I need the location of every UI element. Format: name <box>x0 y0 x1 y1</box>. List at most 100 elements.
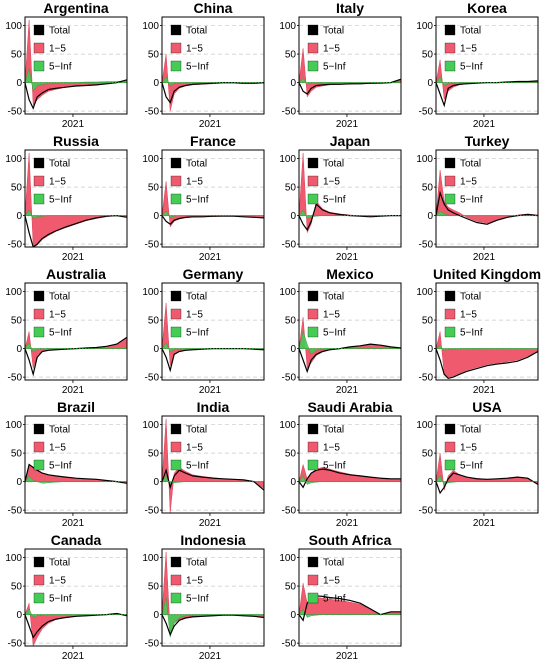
panel-india: India -50 0 50 100 2021 Total 1−5 5−Inf <box>137 399 274 532</box>
x-tick-label: 2021 <box>62 518 85 529</box>
panel-title: Japan <box>330 133 370 149</box>
y-tick-label: 50 <box>11 449 23 460</box>
legend-swatch <box>170 592 182 604</box>
y-tick-label: -50 <box>145 639 160 650</box>
legend-label: 5−Inf <box>460 328 483 339</box>
legend-label: 5−Inf <box>49 195 72 206</box>
legend-label: 1−5 <box>323 310 340 321</box>
legend-label: 5−Inf <box>186 62 209 73</box>
plot-area <box>436 453 538 495</box>
legend-swatch <box>33 24 45 36</box>
plot-frame <box>161 282 265 381</box>
plot-area <box>25 331 127 377</box>
y-tick-label: 50 <box>285 449 297 460</box>
y-tick-label: 0 <box>153 78 159 89</box>
legend-swatch <box>444 60 456 72</box>
panel-svg: India -50 0 50 100 2021 Total 1−5 5−Inf <box>142 399 265 529</box>
legend-label: 5−Inf <box>323 328 346 339</box>
plot-area <box>299 317 401 374</box>
y-tick-label: 100 <box>5 154 22 165</box>
x-tick-label: 2021 <box>62 385 85 396</box>
legend-swatch <box>33 290 45 302</box>
panel-japan: Japan -50 0 50 100 2021 Total 1−5 5−Inf <box>274 133 411 266</box>
y-tick-label: -50 <box>419 107 434 118</box>
panel-germany: Germany -50 0 50 100 2021 Total 1−5 5−Inf <box>137 266 274 399</box>
panel-title: Argentina <box>43 0 109 16</box>
legend-swatch <box>170 175 182 187</box>
y-tick-label: 50 <box>148 449 160 460</box>
y-tick-label: -50 <box>145 506 160 517</box>
legend-swatch <box>170 574 182 586</box>
x-tick-label: 2021 <box>199 252 222 263</box>
legend-swatch <box>170 290 182 302</box>
panel-russia: Russia -50 0 50 100 2021 Total 1−5 5−Inf <box>0 133 137 266</box>
y-tick-label: 50 <box>422 50 434 61</box>
y-tick-label: 100 <box>279 287 296 298</box>
panel-italy: Italy -50 0 50 100 2021 Total 1−5 5−Inf <box>274 0 411 133</box>
legend-label: 1−5 <box>186 177 203 188</box>
panel-title: Germany <box>183 266 244 282</box>
x-tick-label: 2021 <box>336 518 359 529</box>
panel-title: South Africa <box>309 532 392 548</box>
legend-swatch <box>170 556 182 568</box>
legend-swatch <box>307 308 319 320</box>
legend-label: 5−Inf <box>49 62 72 73</box>
series-line-total <box>162 82 264 104</box>
legend-swatch <box>307 441 319 453</box>
panel-argentina: Argentina -50 0 50 100 2021 Total 1−5 5−Inf <box>0 0 137 133</box>
y-tick-label: 50 <box>285 582 297 593</box>
legend-label: 1−5 <box>49 44 66 55</box>
series-line-total <box>436 80 538 108</box>
series-area-1-5 <box>299 317 401 370</box>
legend-label: 1−5 <box>186 44 203 55</box>
panel-turkey: Turkey -50 0 50 100 2021 Total 1−5 5−Inf <box>411 133 548 266</box>
y-tick-label: 50 <box>11 582 23 593</box>
x-tick-label: 2021 <box>336 385 359 396</box>
y-tick-label: 0 <box>427 344 433 355</box>
y-tick-label: 100 <box>5 287 22 298</box>
series-line-total <box>436 348 538 379</box>
panel-svg: Canada -50 0 50 100 2021 Total 1−5 5−Inf <box>5 532 128 662</box>
series-line-total <box>162 468 264 491</box>
panel-canada: Canada -50 0 50 100 2021 Total 1−5 5−Inf <box>0 532 137 665</box>
y-tick-label: 0 <box>427 78 433 89</box>
panel-svg: France -50 0 50 100 2021 Total 1−5 5−Inf <box>142 133 265 263</box>
series-line-total <box>25 336 127 377</box>
plot-area <box>25 19 127 110</box>
panel-title: Saudi Arabia <box>307 399 392 415</box>
legend-swatch <box>444 423 456 435</box>
legend-swatch <box>307 157 319 169</box>
legend-swatch <box>33 157 45 169</box>
panel-title: Russia <box>53 133 99 149</box>
plot-frame <box>24 548 128 647</box>
legend-label: Total <box>186 26 207 37</box>
y-tick-label: 0 <box>153 344 159 355</box>
y-tick-label: 100 <box>142 420 159 431</box>
panel-svg: Indonesia -50 0 50 100 2021 Total 1−5 5−Inf <box>142 532 265 662</box>
legend-label: Total <box>460 159 481 170</box>
plot-frame <box>435 282 539 381</box>
panel-mexico: Mexico -50 0 50 100 2021 Total 1−5 5−Inf <box>274 266 411 399</box>
plot-frame <box>161 415 265 514</box>
panel-svg: Australia -50 0 50 100 2021 Total 1−5 5−Inf <box>5 266 128 396</box>
legend-label: Total <box>186 558 207 569</box>
y-tick-label: -50 <box>282 639 297 650</box>
panel-svg: United Kingdom -50 0 50 100 2021 Total 1−5 5−Inf <box>416 266 541 396</box>
y-tick-label: -50 <box>8 639 23 650</box>
legend-swatch <box>444 24 456 36</box>
plot-frame <box>298 282 402 381</box>
legend-label: 1−5 <box>323 443 340 454</box>
y-tick-label: 100 <box>142 553 159 564</box>
y-tick-label: 100 <box>279 553 296 564</box>
series-line-total <box>162 215 264 225</box>
y-tick-label: 50 <box>148 50 160 61</box>
panel-title: France <box>190 133 236 149</box>
legend-swatch <box>444 459 456 471</box>
panel-title: India <box>197 399 230 415</box>
y-tick-label: 50 <box>148 582 160 593</box>
y-tick-label: 0 <box>290 78 296 89</box>
panel-svg: China -50 0 50 100 2021 Total 1−5 5−Inf <box>142 0 265 130</box>
y-tick-label: -50 <box>419 240 434 251</box>
y-tick-label: 100 <box>5 420 22 431</box>
legend-label: Total <box>49 292 70 303</box>
